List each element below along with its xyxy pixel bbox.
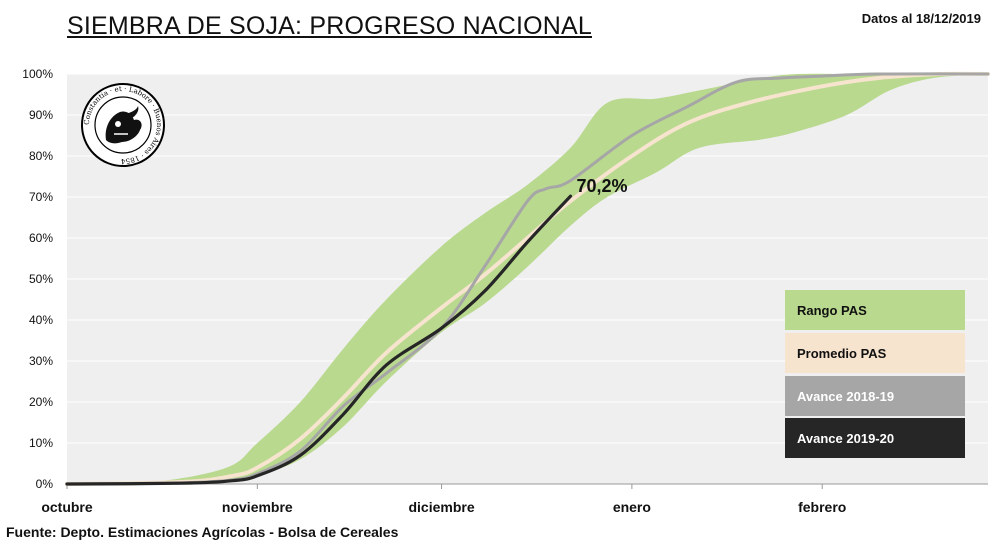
bolsa-de-cereales-logo: Constantia · et · Labore · Buenos Aires … [80,82,166,168]
y-tick-label: 50% [29,272,53,286]
y-tick-label: 40% [29,313,53,327]
data-date: Datos al 18/12/2019 [861,11,981,26]
x-tick-label: noviembre [222,499,293,515]
legend-label: Avance 2018-19 [797,388,895,404]
legend-2019-20: Avance 2019-20 [785,418,965,458]
y-tick-label: 30% [29,354,53,368]
series-line-1 [65,71,990,486]
legend-label: Rango PAS [797,302,867,318]
x-tick-label: diciembre [408,499,474,515]
y-tick-label: 80% [29,149,53,163]
legend-label: Promedio PAS [797,345,887,361]
x-tick-label: febrero [798,499,846,515]
y-tick-label: 0% [36,477,54,491]
y-tick-label: 90% [29,108,53,122]
y-tick-label: 20% [29,395,53,409]
series-line-2 [65,72,990,486]
source-note: Fuente: Depto. Estimaciones Agrícolas - … [6,524,399,540]
legend-average-pas: Promedio PAS [785,333,965,373]
y-tick-label: 70% [29,190,53,204]
y-tick-label: 10% [29,436,53,450]
series-line-3 [65,194,573,486]
series-lines [65,71,990,486]
x-tick-label: enero [613,499,651,515]
y-tick-label: 60% [29,231,53,245]
x-axis-labels: octubre noviembre diciembre enero febrero [41,483,988,515]
legend-range-pas: Rango PAS [785,290,965,330]
legend-2018-19: Avance 2018-19 [785,376,965,416]
y-tick-label: 100% [22,67,53,81]
legend-label: Avance 2019-20 [797,430,895,446]
current-value-annotation: 70,2% [576,176,627,196]
x-tick-label: octubre [41,499,93,515]
chart-title: SIEMBRA DE SOJA: PROGRESO NACIONAL [67,12,592,40]
y-axis-labels: 0% 10% 20% 30% 40% 50% 60% 70% 80% 90% 100% [22,67,53,491]
